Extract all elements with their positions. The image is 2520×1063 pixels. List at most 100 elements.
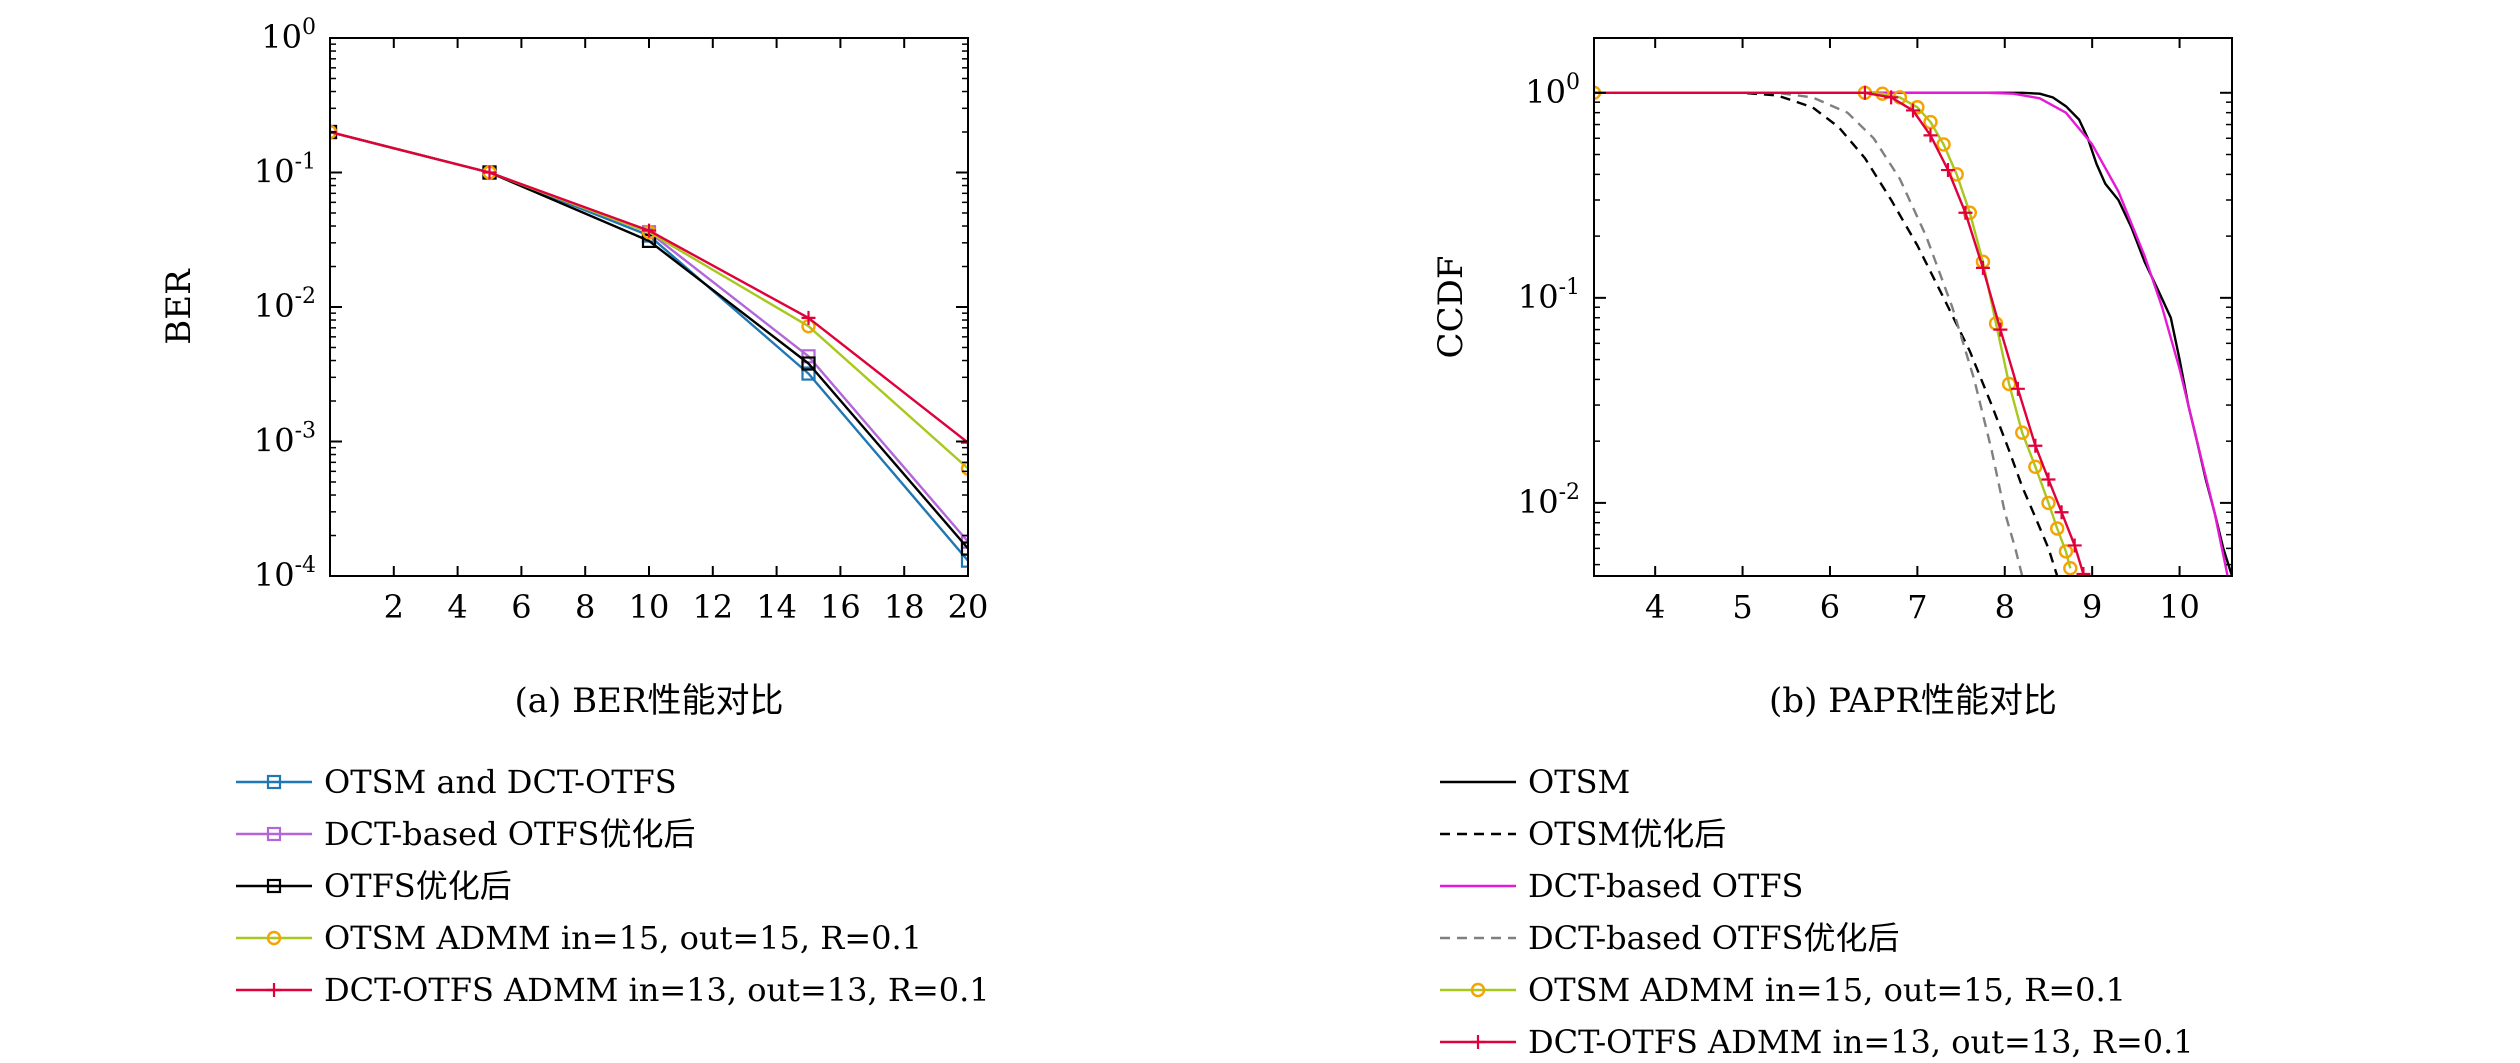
papr-series-otsm-admm-in-15-out-15-r-0-1-point-17 [2063,561,2078,576]
papr-series-dct-otfs-admm-in-13-out-13-r-0-1-point-4 [1923,128,1938,143]
papr-xtick-label-4: 8 [1995,588,2015,626]
ber-xtick-label-5: 12 [692,588,733,626]
papr-series-otsm-line [1594,91,2232,576]
papr-series-dct-otfs-admm-in-13-out-13-r-0-1-point-13 [2067,538,2082,553]
ber-series-dct-otfs-admm-in-13-out-13-r-0-1-line [330,130,968,444]
papr-series-dct-otfs-admm-in-13-out-13-r-0-1-point-12 [2054,505,2069,520]
ber-ytick-label-4: 10-4 [254,553,316,594]
papr-legend-otsm-label: OTSM [1528,763,1630,801]
papr-xtick-label-3: 7 [1907,588,1927,626]
papr-ytick-label-1: 10-1 [1518,275,1580,316]
papr-xtick-label-1: 5 [1732,588,1752,626]
ber-xtick-label-2: 6 [511,588,531,626]
papr-panel: 4 5 6 7 8 9 10 100 10-1 10-2 CCDF (b) PAPR性能对比 OT… [1431,37,2233,1061]
ber-xtick-label-7: 16 [820,588,861,626]
papr-plot-marks [1594,85,2232,576]
ber-xtick-label-6: 14 [756,588,797,626]
ber-legend-otsm-admm-in-15-out-15-r-0-1-marker [266,930,282,946]
papr-series-otsm-line [1594,91,2059,576]
papr-series-otsm-admm-in-15-out-15-r-0-1-point-12 [2015,425,2030,440]
ber-legend-otsm-and-dct-otfs-label: OTSM and DCT-OTFS [324,763,677,801]
papr-series-dct-otfs-admm-in-13-out-13-r-0-1-point-7 [1975,260,1990,275]
papr-xtick-label-5: 9 [2082,588,2102,626]
papr-ytick-label-2: 10-2 [1518,480,1580,521]
ber-legend-otsm-and-dct-otfs-marker [266,774,282,790]
papr-series-dct-otfs-admm-in-13-out-13-r-0-1-point-14 [2076,566,2091,576]
ber-plot-frame [329,37,969,577]
papr-ylabel: CCDF [1431,256,1471,359]
papr-series-dct-otfs-admm-in-13-out-13-r-0-1-point-3 [1906,103,1920,118]
papr-series-dct-based-otfs-line [1594,91,2229,576]
papr-legend-otsm-admm-in-15-out-15-r-0-1-marker [1470,982,1486,998]
papr-legend-dct-based-otfs-label: DCT-based OTFS [1528,867,1803,905]
papr-series-otsm-admm-in-15-out-15-r-0-1-point-14 [2041,495,2056,511]
ber-legend-otsm-admm-in-15-out-15-r-0-1-label: OTSM ADMM in=15, out=15, R=0.1 [324,919,922,957]
papr-xtick-label-0: 4 [1645,588,1665,626]
papr-ytick-label-0: 100 [1525,70,1580,111]
ber-series-dct-otfs-admm-in-13-out-13-r-0-1-point-3 [801,310,816,325]
ber-ytick-label-3: 10-3 [254,419,316,460]
papr-legend-otsm-admm-in-15-out-15-r-0-1-label: OTSM ADMM in=15, out=15, R=0.1 [1528,971,2126,1009]
papr-series-dct-otfs-admm-in-13-out-13-r-0-1-point-8 [1993,322,2008,337]
papr-caption: (b) PAPR性能对比 [1769,681,2057,721]
papr-legend-otsm-label: OTSM优化后 [1528,815,1726,853]
ber-series-dct-otfs-admm-in-13-out-13-r-0-1-point-2 [642,223,656,238]
ber-series-otsm-and-dct-otfs-point-3 [801,366,816,381]
ber-xtick-label-8: 18 [884,588,925,626]
papr-series-otsm-admm-in-15-out-15-r-0-1-point-15 [2050,521,2065,536]
papr-legend-dct-otfs-admm-in-13-out-13-r-0-1-marker [1471,1035,1485,1049]
papr-series-otsm-admm-in-15-out-15-r-0-1-point-13 [2028,459,2043,474]
ber-caption: (a) BER性能对比 [514,681,783,721]
papr-legend-dct-otfs-admm-in-13-out-13-r-0-1-label: DCT-OTFS ADMM in=13, out=13, R=0.1 [1528,1023,2194,1061]
papr-axes: 4 5 6 7 8 9 10 100 10-1 10-2 [1518,38,2232,626]
ber-series-dct-otfs-admm-in-13-out-13-r-0-1-point-1 [482,165,497,180]
ber-legend: OTSM and DCT-OTFS DCT-based OTFS优化后 OTFS优化… [236,763,990,1009]
papr-legend: OTSM OTSM优化后 DCT-based OTFS DCT-based OTFS优… [1440,763,2194,1061]
papr-xtick-label-6: 10 [2159,588,2200,626]
ber-series-dct-based-otfs-line [330,130,968,543]
papr-series-dct-otfs-admm-in-13-out-13-r-0-1-point-1 [1857,85,1872,100]
papr-series-dct-otfs-admm-in-13-out-13-r-0-1-point-11 [2041,472,2056,487]
papr-series-otsm-admm-in-15-out-15-r-0-1-point-16 [2058,544,2074,559]
papr-xtick-label-2: 6 [1820,588,1840,626]
papr-series-otsm-admm-in-15-out-15-r-0-1-point-6 [1936,137,1951,152]
ber-series-otsm-admm-in-15-out-15-r-0-1-line [330,130,968,470]
ber-legend-dct-otfs-admm-in-13-out-13-r-0-1-marker [267,983,281,997]
papr-series-dct-otfs-admm-in-13-out-13-r-0-1-point-6 [1958,205,1973,220]
ber-series-otfs-line [330,130,968,550]
ber-series-otfs-point-4 [960,541,968,556]
papr-series-otsm-admm-in-15-out-15-r-0-1-point-11 [2001,376,2017,392]
ber-axes: 2 4 6 8 10 12 14 16 18 20 100 10-1 10-2 10-3 10-4 [254,15,989,626]
ber-legend-dct-based-otfs-marker [266,826,282,842]
ber-series-otsm-and-dct-otfs-line [330,130,968,562]
papr-series-dct-otfs-admm-in-13-out-13-r-0-1-point-5 [1940,163,1955,178]
ber-legend-otfs-marker [266,878,282,894]
papr-series-dct-otfs-admm-in-13-out-13-r-0-1-point-2 [1884,90,1899,105]
ber-ytick-label-2: 10-2 [254,284,316,325]
papr-series-dct-based-otfs-line [1594,91,2024,576]
ber-series-otsm-admm-in-15-out-15-r-0-1-point-4 [960,461,968,476]
ber-legend-dct-based-otfs-label: DCT-based OTFS优化后 [324,815,695,853]
ber-plot-marks [330,124,968,568]
papr-series-dct-otfs-admm-in-13-out-13-r-0-1-point-9 [2010,381,2025,396]
ber-ylabel: BER [159,268,199,345]
ber-ytick-label-0: 100 [261,15,316,56]
ber-series-otsm-and-dct-otfs-point-4 [960,553,968,568]
papr-plot-frame [1593,37,2233,577]
ber-xtick-label-3: 8 [575,588,595,626]
papr-series-group [1594,85,2232,576]
ber-xtick-label-4: 10 [629,588,670,626]
ber-xtick-label-1: 4 [447,588,467,626]
ber-series-dct-otfs-admm-in-13-out-13-r-0-1-point-4 [961,435,968,450]
ber-series-otfs-point-3 [801,356,816,371]
papr-legend-dct-based-otfs-label: DCT-based OTFS优化后 [1528,919,1899,957]
papr-series-dct-otfs-admm-in-13-out-13-r-0-1-point-10 [2028,438,2043,453]
ber-legend-otfs-label: OTFS优化后 [324,867,512,905]
papr-series-otsm-admm-in-15-out-15-r-0-1-point-5 [1923,114,1938,130]
papr-series-dct-otfs-admm-in-13-out-13-r-0-1-line [1594,91,2085,575]
ber-xtick-label-0: 2 [384,588,404,626]
ber-series-group [330,124,968,568]
papr-series-otsm-admm-in-15-out-15-r-0-1-point-4 [1910,100,1925,115]
